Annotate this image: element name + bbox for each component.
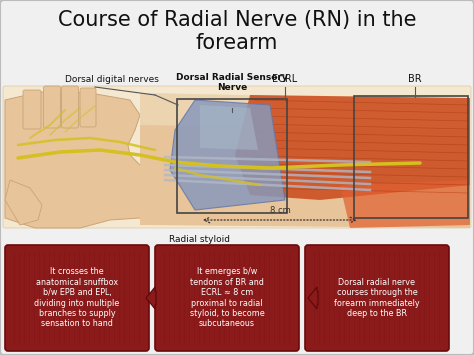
Text: Radial styloid: Radial styloid — [170, 235, 230, 244]
Text: BR: BR — [408, 74, 422, 84]
Text: Course of Radial Nerve (RN) in the
forearm: Course of Radial Nerve (RN) in the forea… — [58, 10, 416, 53]
FancyBboxPatch shape — [44, 86, 61, 128]
FancyBboxPatch shape — [62, 86, 79, 128]
Polygon shape — [5, 92, 165, 228]
Polygon shape — [170, 100, 285, 210]
FancyBboxPatch shape — [23, 90, 41, 129]
FancyBboxPatch shape — [80, 88, 96, 127]
Polygon shape — [340, 180, 470, 228]
Polygon shape — [140, 93, 468, 130]
FancyArrow shape — [146, 287, 156, 309]
Polygon shape — [235, 95, 470, 200]
Text: It emerges b/w
tendons of BR and
ECRL ≈ 8 cm
proximal to radial
styloid, to beco: It emerges b/w tendons of BR and ECRL ≈ … — [190, 268, 264, 328]
FancyBboxPatch shape — [155, 245, 299, 351]
Polygon shape — [200, 105, 258, 150]
FancyArrow shape — [308, 287, 318, 309]
Text: It crosses the
anatomical snuffbox
b/w EPB and EPL,
dividing into multiple
branc: It crosses the anatomical snuffbox b/w E… — [35, 268, 119, 328]
Polygon shape — [5, 180, 42, 225]
Polygon shape — [140, 93, 470, 228]
FancyBboxPatch shape — [5, 245, 149, 351]
Text: Dorsal Radial Sensory
Nerve: Dorsal Radial Sensory Nerve — [176, 73, 288, 92]
FancyBboxPatch shape — [3, 86, 471, 228]
Text: 8 cm: 8 cm — [270, 206, 291, 215]
Text: Dorsal digital nerves: Dorsal digital nerves — [65, 75, 159, 84]
Text: ECRL: ECRL — [273, 74, 298, 84]
FancyBboxPatch shape — [305, 245, 449, 351]
Text: Dorsal radial nerve
courses through the
forearm immediately
deep to the BR: Dorsal radial nerve courses through the … — [334, 278, 420, 318]
